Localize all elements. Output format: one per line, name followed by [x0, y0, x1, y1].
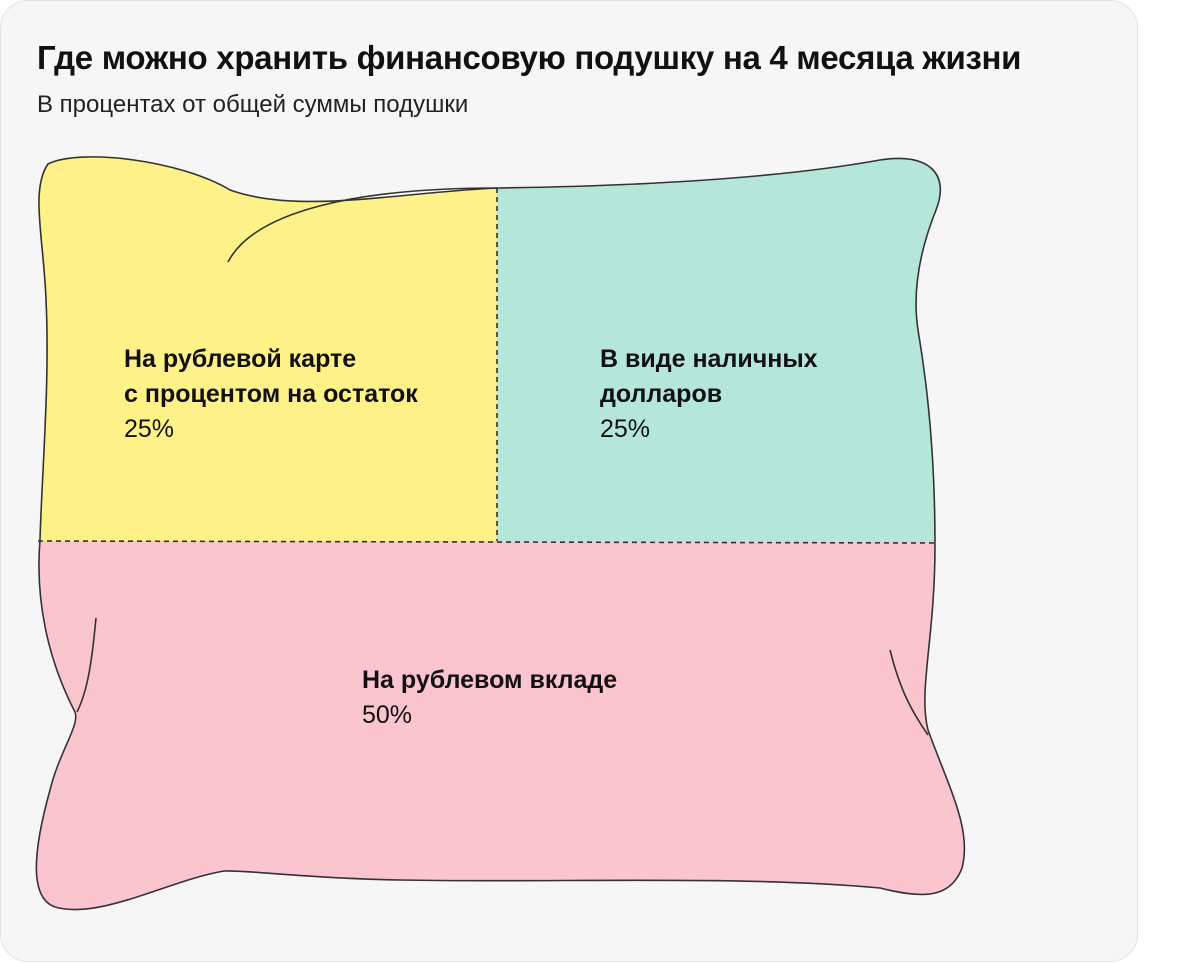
segment-value-cash: 25% [600, 415, 651, 443]
fold-line-top [227, 187, 499, 263]
segment-label-card: На рублевой карте с процентом на остаток… [124, 342, 418, 447]
segment-name-deposit: На рублевом вкладе [362, 666, 618, 694]
pillow-outline [35, 156, 966, 911]
chart-subtitle: В процентах от общей суммы подушки [37, 91, 469, 118]
segment-value-deposit: 50% [362, 701, 413, 729]
segment-name-cash: В виде наличных долларов [600, 345, 818, 408]
segment-value-card: 25% [124, 415, 175, 443]
chart-title: Где можно хранить финансовую подушку на … [37, 39, 1022, 76]
segment-label-deposit: На рублевом вкладе 50% [362, 663, 617, 733]
segment-cash [497, 156, 965, 543]
segment-name-card: На рублевой карте с процентом на остаток [124, 345, 418, 408]
segment-deposit [36, 541, 965, 910]
segment-card [36, 156, 497, 541]
segment-label-cash: В виде наличных долларов 25% [600, 342, 818, 447]
fold-line-right [889, 649, 929, 736]
divider-horizontal [37, 540, 937, 544]
fold-line-left [76, 617, 97, 713]
